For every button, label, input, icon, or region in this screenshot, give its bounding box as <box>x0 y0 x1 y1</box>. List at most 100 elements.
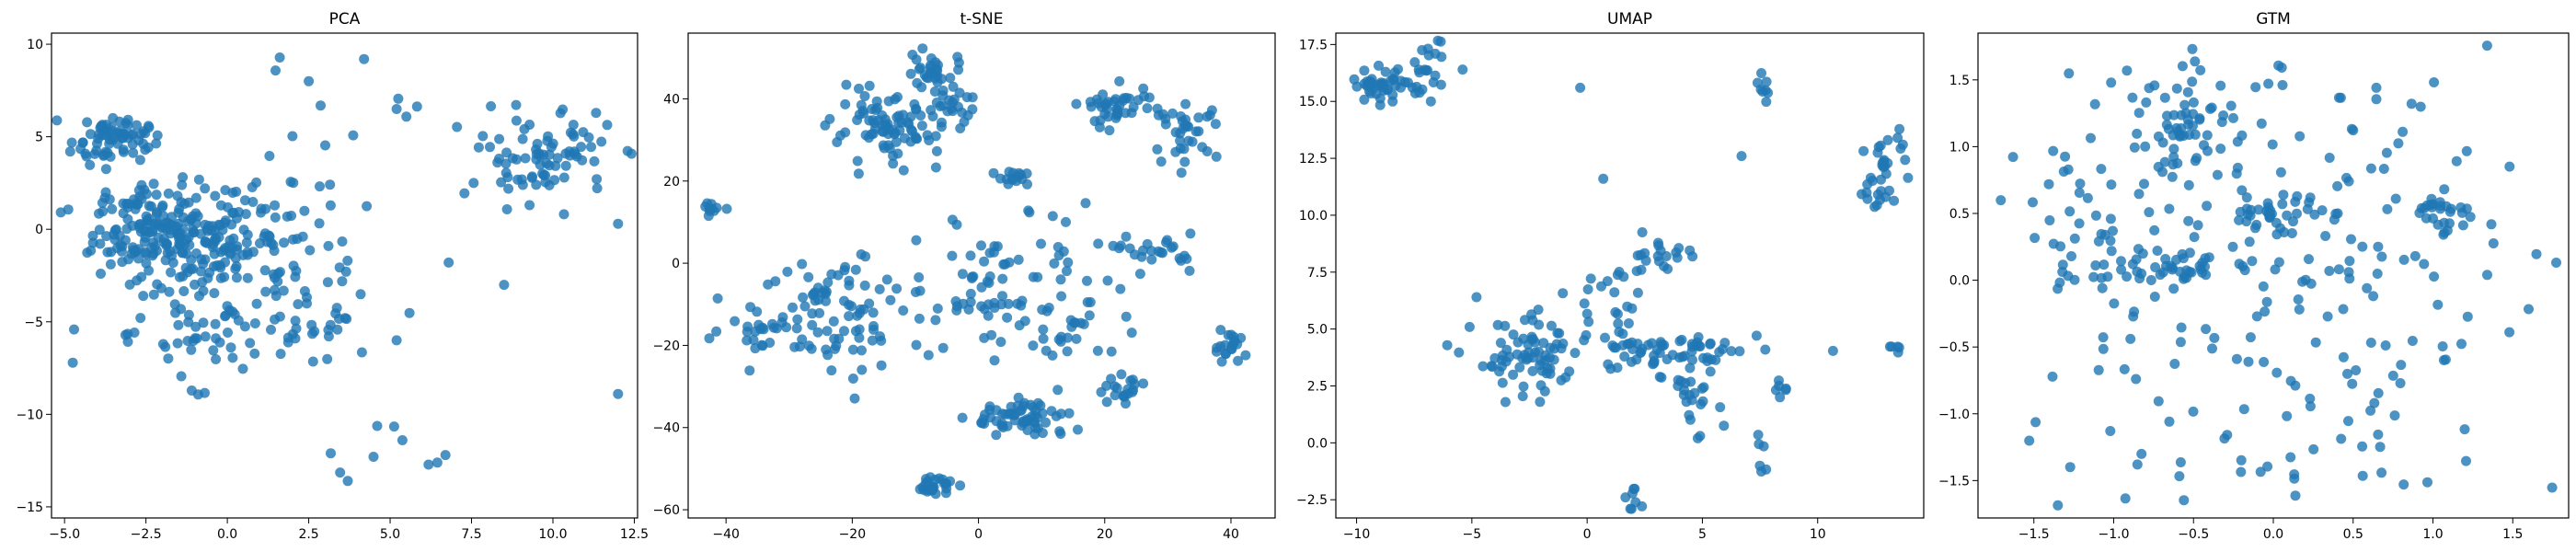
pca-point <box>270 200 281 211</box>
tsne-point <box>899 132 910 144</box>
gtm-point <box>2131 374 2142 385</box>
pca-point <box>148 289 159 300</box>
pca-point <box>156 221 167 232</box>
umap-point <box>1508 329 1519 340</box>
pca-point <box>128 147 139 158</box>
tsne-point <box>979 256 990 267</box>
pca-point <box>502 172 513 183</box>
pca-point <box>249 348 260 359</box>
tsne-point <box>926 67 936 78</box>
gtm-point <box>2043 178 2054 190</box>
pca-point <box>501 204 512 214</box>
pca-point <box>247 182 258 192</box>
pca-point <box>578 127 589 138</box>
tsne-point <box>1152 144 1163 155</box>
umap-point <box>1527 365 1538 376</box>
tsne-point <box>1146 254 1157 265</box>
pca-point <box>443 257 454 268</box>
gtm-point <box>2368 291 2379 302</box>
tsne-point <box>1156 156 1167 167</box>
tsne-point <box>1028 271 1039 282</box>
umap-xtick-label: −10 <box>1343 527 1371 542</box>
gtm-point <box>2188 97 2199 108</box>
pca-point <box>200 331 211 342</box>
umap-point <box>1894 123 1905 134</box>
gtm-point <box>2309 209 2320 220</box>
gtm-point <box>2048 238 2059 249</box>
tsne-point <box>1062 266 1072 277</box>
tsne-point <box>857 364 868 375</box>
umap-point <box>1734 346 1745 357</box>
umap-point <box>1705 338 1716 349</box>
tsne-point <box>962 109 973 121</box>
pca-point <box>259 265 270 276</box>
tsne-point <box>980 409 990 420</box>
umap-axes-frame <box>1335 32 1925 519</box>
pca-point <box>259 228 270 239</box>
tsne-point <box>703 211 714 222</box>
tsne-point <box>991 430 1002 441</box>
pca-point <box>130 203 141 214</box>
pca-point <box>592 183 603 194</box>
gtm-point <box>2202 130 2213 141</box>
tsne-point <box>711 326 722 337</box>
gtm-point <box>2428 213 2438 224</box>
umap-point <box>1625 503 1636 514</box>
gtm-point <box>2105 426 2116 436</box>
tsne-point <box>859 91 870 101</box>
umap-point <box>1425 96 1436 107</box>
tsne-point <box>850 326 861 337</box>
tsne-point <box>965 288 976 299</box>
tsne-point <box>988 167 999 178</box>
pca-point <box>215 200 226 211</box>
pca-point <box>193 174 204 185</box>
gtm-ytick-label: −1.5 <box>1938 474 1970 489</box>
pca-point <box>239 321 250 332</box>
gtm-point <box>2439 184 2450 195</box>
tsne-point <box>1104 125 1115 136</box>
pca-point <box>440 450 451 461</box>
pca-point <box>322 353 333 364</box>
pca-point <box>116 246 127 257</box>
pca-point <box>314 218 325 229</box>
tsne-point <box>1156 247 1167 258</box>
pca-point <box>291 323 302 334</box>
umap-point <box>1631 354 1642 365</box>
umap-point <box>1508 369 1519 380</box>
gtm-point <box>2432 299 2444 310</box>
umap-point <box>1478 361 1489 372</box>
tsne-point <box>916 121 927 132</box>
gtm-point <box>2442 225 2453 236</box>
gtm-point <box>2282 410 2293 421</box>
pca-point <box>552 153 563 164</box>
tsne-point <box>1175 135 1186 146</box>
pca-point <box>494 133 505 144</box>
gtm-point <box>2320 231 2331 241</box>
pca-point <box>166 267 177 278</box>
pca-point <box>326 448 336 459</box>
pca-point <box>459 188 470 199</box>
umap-point <box>1349 74 1360 85</box>
gtm-point <box>2373 429 2384 440</box>
gtm-xtick-label: 0.0 <box>2263 527 2283 542</box>
tsne-point <box>965 250 976 261</box>
umap-point <box>1886 341 1897 352</box>
tsne-point <box>997 291 1007 302</box>
tsne-point <box>898 109 909 121</box>
tsne-point <box>957 412 968 423</box>
gtm-point <box>2333 264 2344 275</box>
pca-point <box>105 259 116 270</box>
gtm-point <box>2200 253 2211 264</box>
pca-point <box>359 53 370 64</box>
tsne-point <box>892 148 903 159</box>
pca-point <box>211 354 222 364</box>
tsne-point <box>853 168 864 179</box>
tsne-point <box>730 316 741 327</box>
gtm-point <box>2099 259 2110 270</box>
gtm-point <box>2090 210 2101 221</box>
gtm-point <box>2380 340 2391 351</box>
tsne-point <box>868 307 879 318</box>
tsne-point <box>1014 320 1025 331</box>
tsne-point <box>1114 75 1125 86</box>
pca-point <box>517 133 528 144</box>
